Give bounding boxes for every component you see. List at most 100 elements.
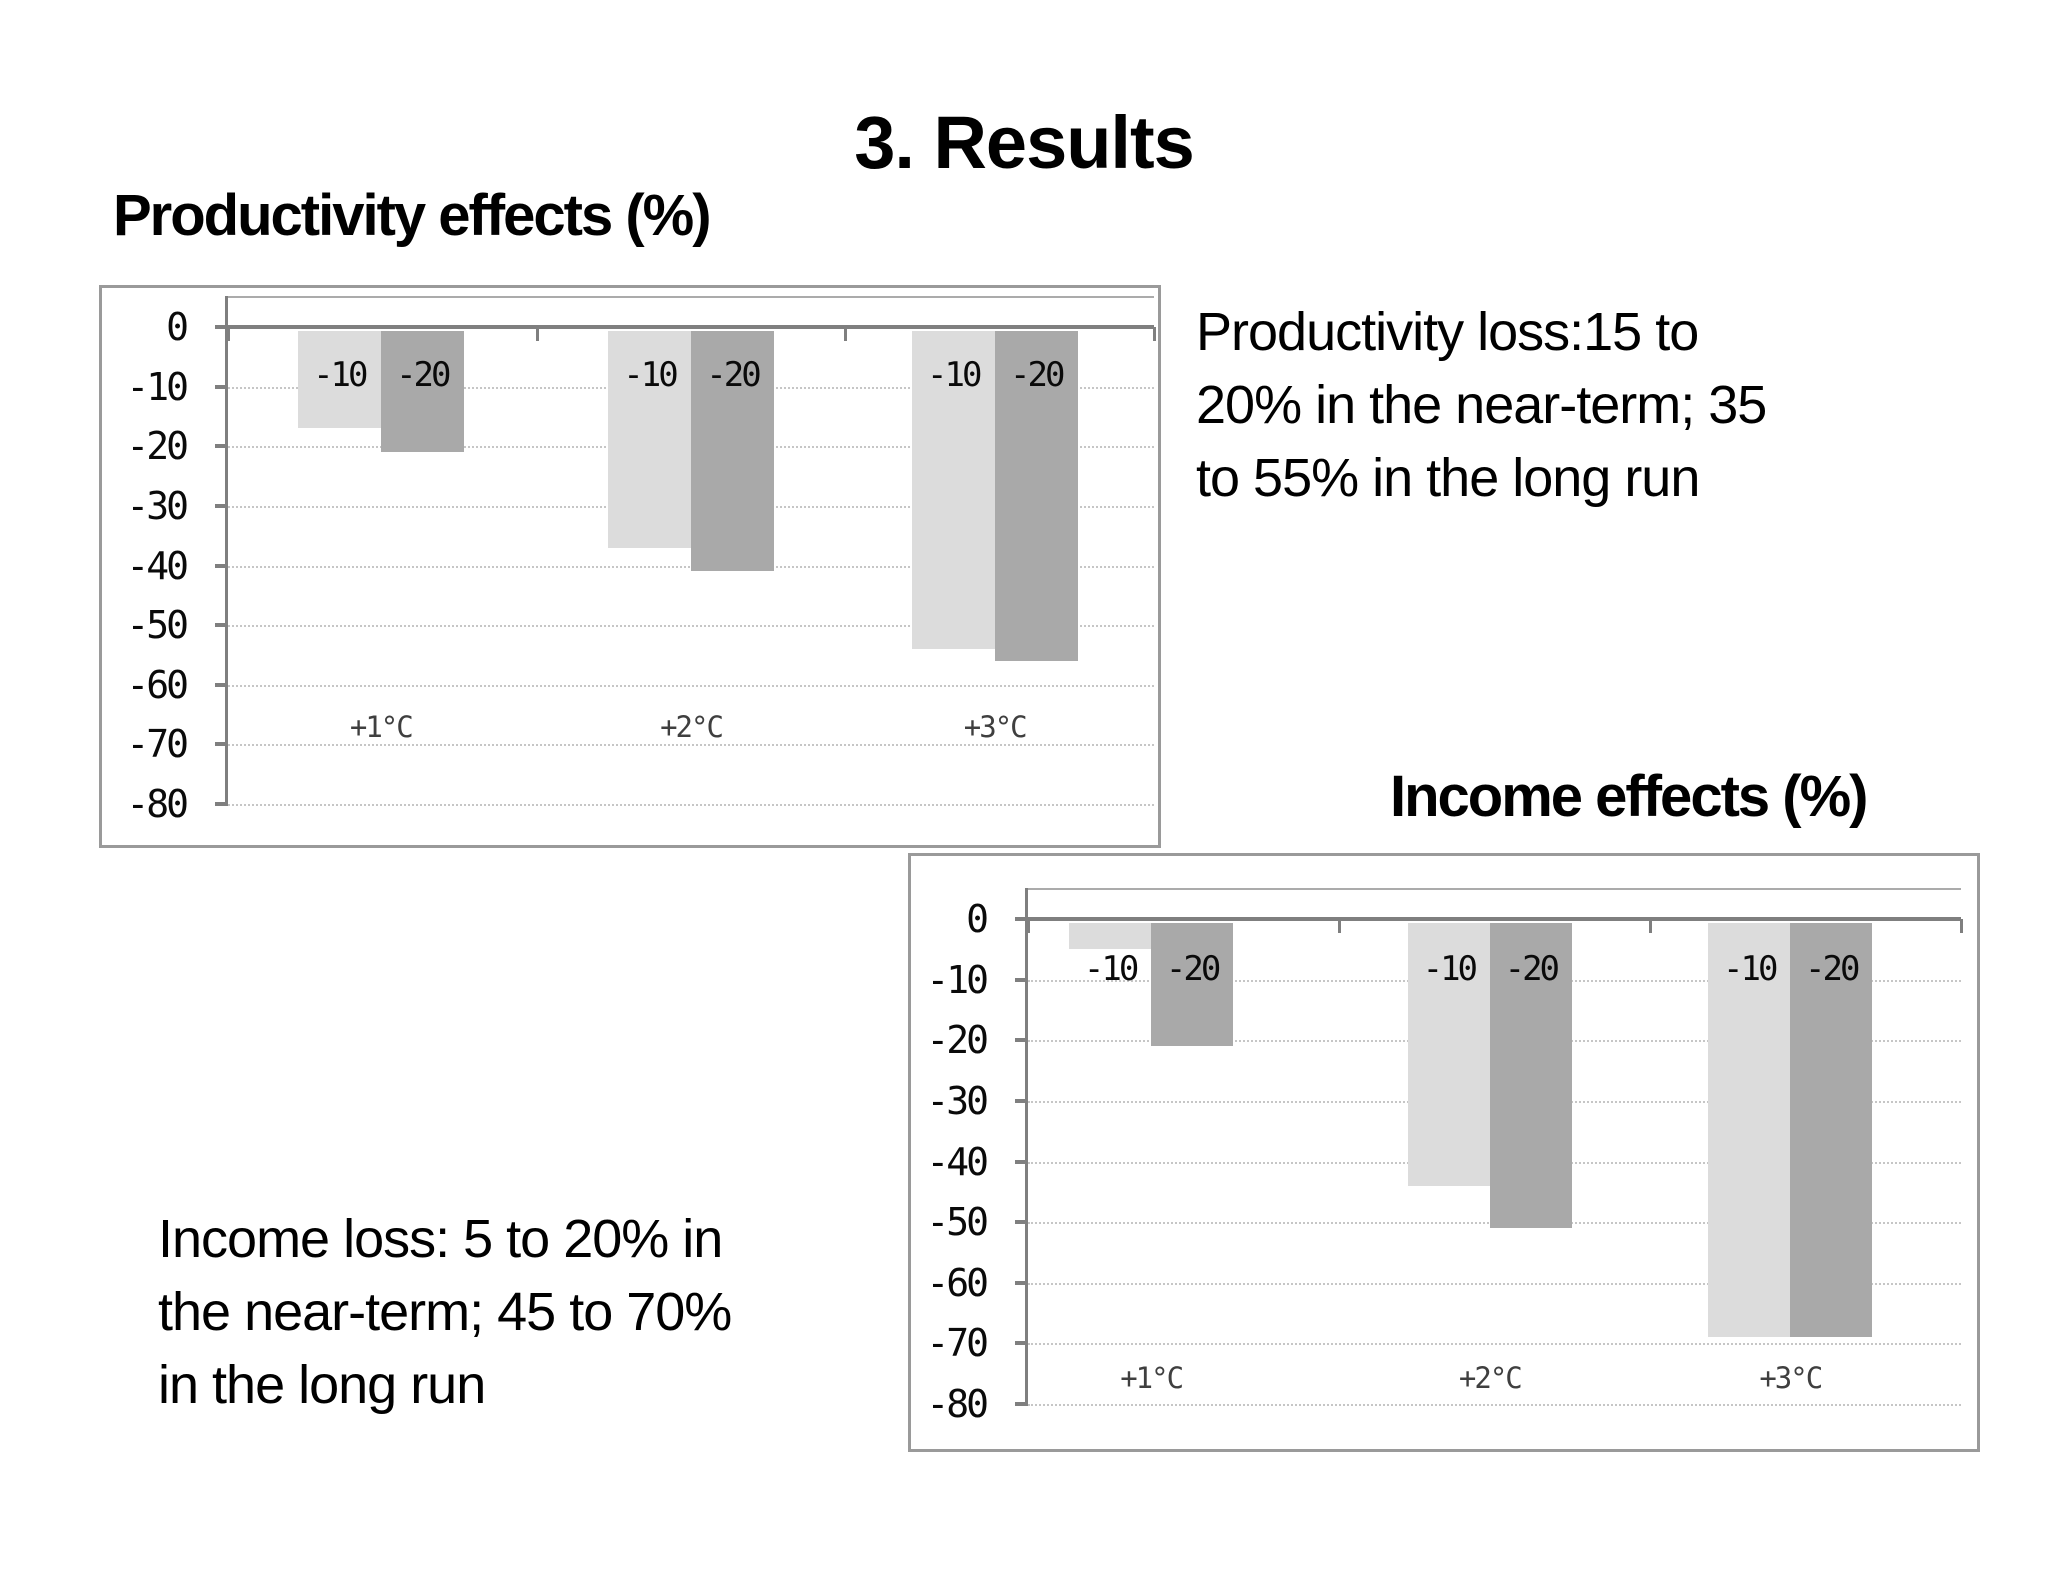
y-axis-tick-label: -80 bbox=[926, 1382, 989, 1426]
y-axis-tick bbox=[1015, 1159, 1028, 1164]
bar bbox=[297, 331, 381, 429]
page-title: 3. Results bbox=[854, 101, 1195, 184]
y-axis-tick-label: -50 bbox=[126, 603, 189, 648]
x-axis-tick bbox=[1027, 919, 1030, 933]
y-axis-tick-label: -30 bbox=[926, 1078, 989, 1123]
bar bbox=[1151, 923, 1234, 1047]
income-chart: 0 -10 -20 -30 -40 -50 -60 -70 -80 -10 -20 +1°C -10 -2… bbox=[908, 853, 1980, 1452]
y-axis-tick-label: -20 bbox=[126, 424, 189, 469]
y-axis-tick bbox=[1015, 917, 1028, 921]
plot-area-top-border bbox=[1028, 888, 1961, 890]
x-axis-tick bbox=[1649, 919, 1652, 933]
y-axis-tick-label: -10 bbox=[126, 364, 189, 409]
y-axis-tick bbox=[1015, 1280, 1028, 1285]
y-axis-tick-label: -60 bbox=[926, 1260, 989, 1305]
y-gridline bbox=[228, 625, 1154, 628]
y-axis-tick bbox=[1015, 1038, 1028, 1043]
y-axis-tick bbox=[1015, 1402, 1028, 1406]
y-axis-tick-label: -60 bbox=[126, 662, 189, 707]
bar bbox=[1790, 923, 1873, 1338]
bar bbox=[911, 331, 995, 649]
y-axis-line bbox=[1025, 888, 1028, 1406]
bar bbox=[380, 331, 464, 453]
bar bbox=[1407, 923, 1490, 1186]
productivity-note: Productivity loss:15 to 20% in the near-… bbox=[1196, 296, 1767, 515]
bar bbox=[1069, 923, 1152, 950]
productivity-note-line: 20% in the near-term; 35 bbox=[1196, 375, 1767, 435]
bar-series-label: -10 bbox=[623, 355, 678, 395]
x-axis-zero-line bbox=[228, 325, 1154, 329]
y-axis-tick bbox=[215, 444, 228, 449]
productivity-note-line: to 55% in the long run bbox=[1196, 448, 1700, 508]
y-axis-tick-label: -50 bbox=[926, 1200, 989, 1245]
y-axis-tick-label: -10 bbox=[926, 957, 989, 1002]
bar-series-label: -10 bbox=[1723, 949, 1778, 989]
x-category-label: +2°C bbox=[660, 710, 724, 744]
y-gridline bbox=[1028, 1404, 1961, 1406]
y-axis-tick-label: -80 bbox=[126, 782, 189, 826]
bar-series-label: -10 bbox=[1422, 949, 1478, 989]
y-axis-tick bbox=[215, 384, 228, 389]
y-axis-tick-label: -20 bbox=[926, 1018, 989, 1063]
y-axis-tick bbox=[1015, 1341, 1028, 1346]
bar bbox=[1708, 923, 1791, 1338]
productivity-chart: 0 -10 -20 -30 -40 -50 -60 -70 -80 -10 -20 +1°C -10 -2… bbox=[99, 285, 1161, 848]
y-axis-line bbox=[225, 296, 228, 806]
y-axis-tick bbox=[1015, 977, 1028, 982]
y-axis-tick-label: -70 bbox=[926, 1321, 989, 1366]
plot-area-top-border bbox=[228, 296, 1154, 298]
bar bbox=[608, 331, 691, 548]
x-category-label: +2°C bbox=[1458, 1361, 1523, 1395]
y-axis-tick bbox=[215, 325, 228, 329]
x-axis-tick bbox=[1338, 919, 1341, 933]
x-category-label: +1°C bbox=[349, 710, 414, 744]
y-gridline bbox=[1028, 1343, 1961, 1346]
x-axis-tick bbox=[535, 327, 539, 341]
y-axis-tick bbox=[215, 563, 228, 568]
bar-series-label: -20 bbox=[396, 355, 451, 395]
income-note-line: Income loss: 5 to 20% in bbox=[158, 1209, 723, 1269]
y-axis-tick-label: -40 bbox=[926, 1139, 989, 1184]
bar bbox=[691, 331, 774, 572]
y-axis-tick bbox=[215, 802, 228, 806]
bar bbox=[1489, 923, 1572, 1229]
y-gridline bbox=[228, 684, 1154, 687]
y-axis-tick-label: -40 bbox=[126, 543, 189, 588]
x-category-label: +3°C bbox=[1759, 1361, 1823, 1395]
income-note: Income loss: 5 to 20% in the near-term; … bbox=[158, 1203, 732, 1422]
bar-series-label: -10 bbox=[1083, 949, 1139, 989]
bar-series-label: -20 bbox=[1805, 949, 1860, 989]
x-axis-tick bbox=[1153, 327, 1156, 341]
productivity-chart-title: Productivity effects (%) bbox=[113, 183, 712, 248]
x-axis-zero-line bbox=[1028, 917, 1961, 921]
y-axis-tick bbox=[215, 682, 228, 687]
productivity-note-line: Productivity loss:15 to bbox=[1196, 302, 1699, 362]
income-note-line: in the long run bbox=[158, 1355, 486, 1415]
y-axis-tick bbox=[1015, 1098, 1028, 1103]
x-category-label: +1°C bbox=[1120, 1361, 1184, 1395]
bar-series-label: -20 bbox=[1504, 949, 1560, 989]
income-chart-title: Income effects (%) bbox=[1390, 764, 1868, 829]
bar-series-label: -20 bbox=[1010, 355, 1065, 395]
bar-series-label: -10 bbox=[927, 355, 982, 395]
x-axis-tick bbox=[1960, 919, 1963, 933]
y-axis-tick-label: 0 bbox=[166, 305, 189, 349]
y-gridline bbox=[228, 804, 1154, 806]
y-axis-tick bbox=[215, 503, 228, 508]
y-axis-tick bbox=[215, 742, 228, 747]
y-axis-tick-label: 0 bbox=[966, 897, 989, 941]
x-axis-tick bbox=[844, 327, 848, 341]
bar-series-label: -10 bbox=[313, 355, 368, 395]
y-gridline bbox=[1028, 1282, 1961, 1285]
y-axis-tick bbox=[1015, 1220, 1028, 1225]
y-gridline bbox=[228, 744, 1154, 747]
y-axis-tick-label: -30 bbox=[126, 483, 189, 528]
bar-series-label: -20 bbox=[706, 355, 761, 395]
bar bbox=[994, 331, 1078, 661]
x-category-label: +3°C bbox=[963, 710, 1028, 744]
x-axis-tick bbox=[227, 327, 230, 341]
y-axis-tick-label: -70 bbox=[126, 722, 189, 767]
y-axis-tick bbox=[215, 623, 228, 628]
bar-series-label: -20 bbox=[1165, 949, 1221, 989]
income-note-line: the near-term; 45 to 70% bbox=[158, 1282, 732, 1342]
